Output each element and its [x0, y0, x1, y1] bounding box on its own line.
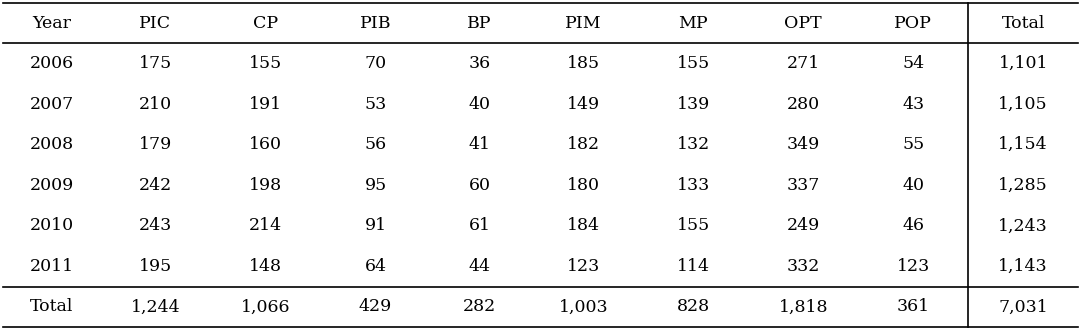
- Text: 1,154: 1,154: [999, 136, 1049, 153]
- Text: 1,003: 1,003: [559, 298, 609, 315]
- Text: 61: 61: [468, 217, 491, 234]
- Text: 7,031: 7,031: [999, 298, 1049, 315]
- Text: 242: 242: [139, 177, 172, 194]
- Text: 185: 185: [566, 55, 600, 72]
- Text: 46: 46: [903, 217, 924, 234]
- Text: 271: 271: [787, 55, 819, 72]
- Text: 53: 53: [364, 96, 387, 113]
- Text: 1,066: 1,066: [241, 298, 291, 315]
- Text: 155: 155: [677, 217, 710, 234]
- Text: OPT: OPT: [785, 15, 822, 32]
- Text: 91: 91: [364, 217, 387, 234]
- Text: 198: 198: [249, 177, 282, 194]
- Text: 56: 56: [364, 136, 387, 153]
- Text: 160: 160: [249, 136, 282, 153]
- Text: 2009: 2009: [29, 177, 74, 194]
- Text: 1,243: 1,243: [999, 217, 1049, 234]
- Text: 2007: 2007: [29, 96, 74, 113]
- Text: 44: 44: [468, 258, 491, 275]
- Text: 114: 114: [677, 258, 710, 275]
- Text: 64: 64: [364, 258, 387, 275]
- Text: 337: 337: [787, 177, 819, 194]
- Text: 249: 249: [787, 217, 819, 234]
- Text: 148: 148: [249, 258, 282, 275]
- Text: 155: 155: [677, 55, 710, 72]
- Text: 1,818: 1,818: [778, 298, 828, 315]
- Text: 349: 349: [787, 136, 819, 153]
- Text: 182: 182: [566, 136, 600, 153]
- Text: PIC: PIC: [139, 15, 172, 32]
- Text: 60: 60: [468, 177, 491, 194]
- Text: 282: 282: [463, 298, 496, 315]
- Text: 123: 123: [566, 258, 600, 275]
- Text: Total: Total: [30, 298, 74, 315]
- Text: 332: 332: [787, 258, 819, 275]
- Text: 195: 195: [139, 258, 172, 275]
- Text: 149: 149: [566, 96, 600, 113]
- Text: 41: 41: [468, 136, 491, 153]
- Text: 54: 54: [903, 55, 924, 72]
- Text: POP: POP: [894, 15, 932, 32]
- Text: 179: 179: [139, 136, 172, 153]
- Text: 155: 155: [249, 55, 282, 72]
- Text: 2010: 2010: [29, 217, 74, 234]
- Text: BP: BP: [467, 15, 492, 32]
- Text: 1,285: 1,285: [999, 177, 1049, 194]
- Text: 133: 133: [677, 177, 710, 194]
- Text: 828: 828: [677, 298, 710, 315]
- Text: 361: 361: [896, 298, 930, 315]
- Text: 191: 191: [249, 96, 282, 113]
- Text: 2008: 2008: [29, 136, 74, 153]
- Text: 36: 36: [468, 55, 491, 72]
- Text: 243: 243: [139, 217, 172, 234]
- Text: 175: 175: [139, 55, 172, 72]
- Text: 280: 280: [787, 96, 819, 113]
- Text: 210: 210: [139, 96, 172, 113]
- Text: 132: 132: [677, 136, 710, 153]
- Text: 429: 429: [359, 298, 392, 315]
- Text: 1,143: 1,143: [999, 258, 1049, 275]
- Text: Year: Year: [32, 15, 71, 32]
- Text: 180: 180: [566, 177, 600, 194]
- Text: PIM: PIM: [565, 15, 602, 32]
- Text: 123: 123: [896, 258, 930, 275]
- Text: 40: 40: [468, 96, 491, 113]
- Text: 40: 40: [903, 177, 924, 194]
- Text: 70: 70: [364, 55, 387, 72]
- Text: 55: 55: [903, 136, 924, 153]
- Text: CP: CP: [253, 15, 278, 32]
- Text: 2011: 2011: [29, 258, 74, 275]
- Text: 184: 184: [566, 217, 600, 234]
- Text: 95: 95: [364, 177, 387, 194]
- Text: 1,101: 1,101: [999, 55, 1047, 72]
- Text: MP: MP: [679, 15, 708, 32]
- Text: 1,244: 1,244: [131, 298, 181, 315]
- Text: PIB: PIB: [360, 15, 391, 32]
- Text: 1,105: 1,105: [999, 96, 1049, 113]
- Text: 214: 214: [249, 217, 282, 234]
- Text: Total: Total: [1001, 15, 1045, 32]
- Text: 139: 139: [677, 96, 710, 113]
- Text: 2006: 2006: [29, 55, 74, 72]
- Text: 43: 43: [903, 96, 924, 113]
